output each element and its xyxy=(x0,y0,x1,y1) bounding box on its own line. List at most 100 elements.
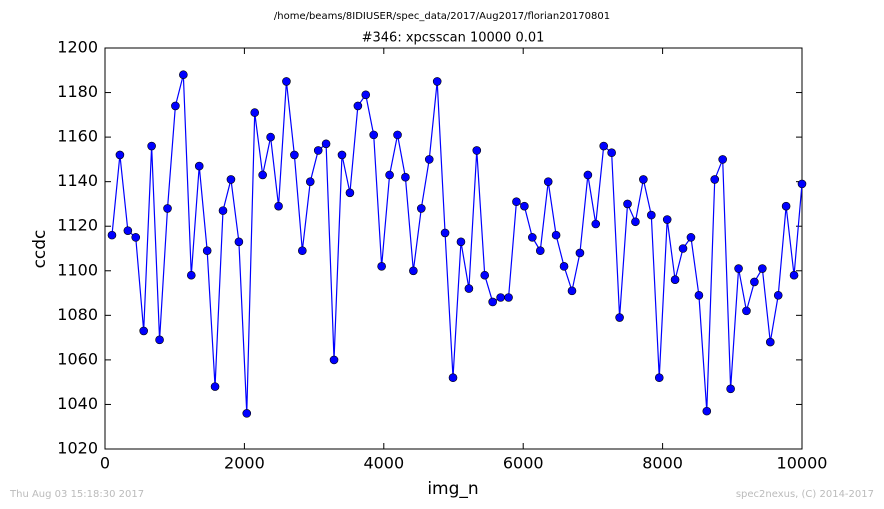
x-tick-label: 6000 xyxy=(503,454,544,473)
plot-frame xyxy=(104,47,803,450)
data-point xyxy=(409,266,418,276)
y-tick-label: 1160 xyxy=(57,127,98,146)
data-point xyxy=(226,175,236,184)
y-tick-label: 1040 xyxy=(57,394,98,413)
data-point xyxy=(623,199,632,209)
y-tick-label: 1060 xyxy=(57,349,98,368)
data-point xyxy=(179,70,188,80)
data-point xyxy=(282,77,291,86)
data-point xyxy=(765,337,775,347)
data-point xyxy=(528,233,537,242)
data-point xyxy=(654,373,664,383)
data-point xyxy=(139,326,148,336)
data-point xyxy=(313,146,323,155)
data-point xyxy=(345,188,355,198)
data-point xyxy=(615,313,624,322)
data-point xyxy=(591,219,601,229)
data-point xyxy=(520,201,529,211)
y-tick-label: 1140 xyxy=(57,171,98,190)
data-point xyxy=(639,175,648,184)
data-point xyxy=(670,275,680,284)
data-point xyxy=(678,244,688,253)
x-tick-label: 8000 xyxy=(642,454,683,473)
data-point xyxy=(266,132,275,142)
data-point xyxy=(163,204,172,213)
data-point xyxy=(305,177,315,186)
y-tick-label: 1100 xyxy=(57,260,98,279)
data-point xyxy=(504,293,513,302)
x-tick-label: 4000 xyxy=(363,454,404,473)
y-tick-label: 1180 xyxy=(57,82,98,101)
data-point xyxy=(250,108,260,117)
data-point xyxy=(702,406,712,416)
data-point xyxy=(496,293,505,302)
data-point xyxy=(171,101,180,111)
data-point xyxy=(155,335,164,345)
data-point xyxy=(773,290,783,300)
data-point xyxy=(551,230,561,240)
data-point xyxy=(647,210,656,220)
data-point xyxy=(575,248,585,258)
x-tick-label: 2000 xyxy=(224,454,265,473)
data-point xyxy=(686,233,696,242)
data-point xyxy=(329,355,339,365)
y-tick-label: 1020 xyxy=(57,439,98,458)
data-point xyxy=(734,264,743,273)
data-point xyxy=(107,230,117,240)
y-axis-label: ccdc xyxy=(30,230,50,269)
data-point xyxy=(361,90,371,100)
data-point xyxy=(567,286,577,296)
data-point xyxy=(710,175,720,184)
data-point xyxy=(607,148,616,158)
data-point xyxy=(234,237,244,247)
data-point xyxy=(662,215,672,224)
data-point xyxy=(599,141,609,151)
data-point xyxy=(488,297,497,307)
data-point xyxy=(726,384,735,394)
data-line xyxy=(111,74,803,414)
data-point xyxy=(147,141,156,151)
data-point xyxy=(131,233,141,242)
data-point xyxy=(750,277,759,287)
data-point xyxy=(742,306,751,316)
footer-right: spec2nexus, (C) 2014-2017 xyxy=(736,489,874,500)
data-point xyxy=(274,201,283,211)
data-point xyxy=(559,262,569,271)
data-point xyxy=(369,130,378,140)
data-point xyxy=(535,246,545,256)
data-point xyxy=(337,150,347,160)
data-point xyxy=(416,204,426,213)
data-point xyxy=(218,206,228,215)
chart-subtitle: #346: xpcsscan 10000 0.01 xyxy=(362,31,545,46)
data-point xyxy=(512,197,521,207)
data-point xyxy=(393,130,402,140)
data-point xyxy=(123,226,133,235)
data-point xyxy=(377,262,386,271)
data-point xyxy=(424,155,434,164)
data-point xyxy=(464,284,474,293)
x-axis-label: img_n xyxy=(427,479,478,499)
data-point xyxy=(353,101,363,111)
data-point xyxy=(298,246,307,256)
data-point xyxy=(480,270,490,280)
x-tick-label: 10000 xyxy=(777,454,828,473)
data-point xyxy=(401,172,410,182)
data-point xyxy=(456,237,466,247)
footer-left: Thu Aug 03 15:18:30 2017 xyxy=(9,489,144,500)
chart-title: /home/beams/8IDIUSER/spec_data/2017/Aug2… xyxy=(274,11,610,22)
data-point xyxy=(440,228,450,238)
data-point xyxy=(583,170,593,180)
data-point xyxy=(115,150,125,160)
data-point xyxy=(789,270,799,280)
data-point xyxy=(385,170,394,180)
data-point xyxy=(543,177,553,186)
data-point xyxy=(186,270,196,280)
data-point xyxy=(758,264,767,273)
data-point xyxy=(472,146,482,155)
data-point xyxy=(242,409,252,418)
data-point xyxy=(718,155,727,164)
data-point xyxy=(432,77,442,86)
y-tick-label: 1200 xyxy=(57,38,98,57)
data-point xyxy=(290,150,299,160)
